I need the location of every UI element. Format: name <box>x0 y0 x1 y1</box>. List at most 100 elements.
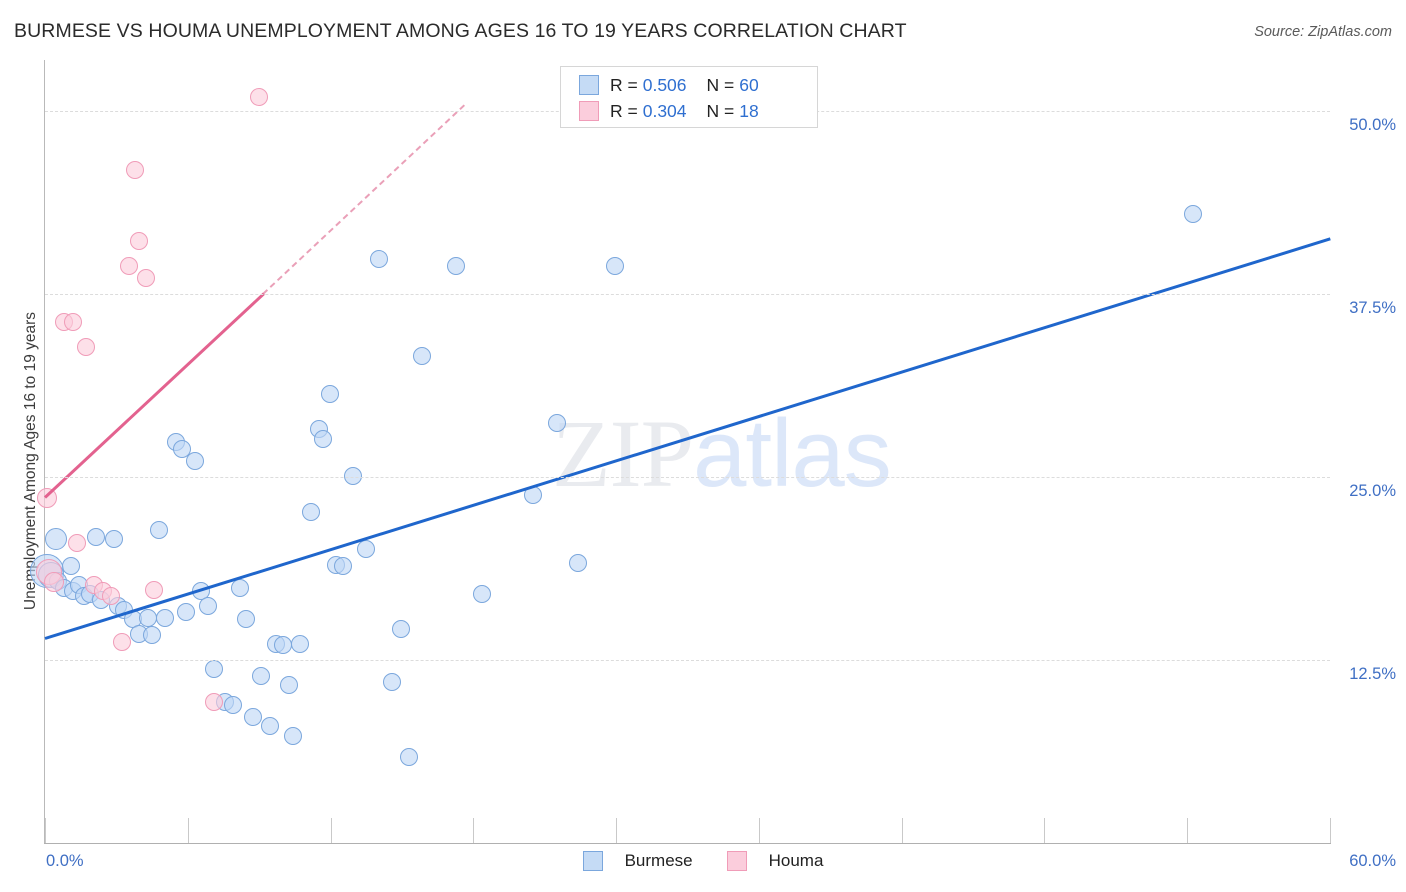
y-axis-line <box>44 60 45 843</box>
scatter-point-burmese[interactable] <box>149 520 168 539</box>
x-axis-tick-label-min: 0.0% <box>46 852 84 870</box>
scatter-point-burmese[interactable] <box>447 257 466 276</box>
scatter-point-burmese[interactable] <box>605 257 624 276</box>
scatter-point-burmese[interactable] <box>155 608 174 627</box>
legend-item-houma[interactable]: Houma <box>726 851 824 871</box>
legend-label-burmese: Burmese <box>624 851 693 870</box>
x-axis-tick <box>187 818 189 843</box>
scatter-point-burmese[interactable] <box>370 250 389 269</box>
x-axis-tick <box>45 818 46 843</box>
scatter-point-burmese[interactable] <box>230 579 249 598</box>
scatter-point-burmese[interactable] <box>284 727 303 746</box>
gridline-y <box>45 294 1330 296</box>
scatter-point-houma[interactable] <box>63 312 82 331</box>
scatter-point-burmese[interactable] <box>104 529 123 548</box>
series-legend: Burmese Houma <box>0 851 1406 871</box>
scatter-point-houma[interactable] <box>68 533 87 552</box>
scatter-point-burmese[interactable] <box>400 747 419 766</box>
scatter-point-burmese[interactable] <box>243 708 262 727</box>
scatter-point-houma[interactable] <box>205 693 224 712</box>
burmese-r-label: R = <box>610 74 638 95</box>
x-axis-tick-label-max: 60.0% <box>1349 852 1396 870</box>
houma-r-value: 0.304 <box>642 100 687 121</box>
page-title: BURMESE VS HOUMA UNEMPLOYMENT AMONG AGES… <box>14 20 907 42</box>
scatter-point-burmese[interactable] <box>173 440 192 459</box>
scatter-point-houma[interactable] <box>102 586 121 605</box>
scatter-point-houma[interactable] <box>43 572 64 593</box>
scatter-point-burmese[interactable] <box>237 610 256 629</box>
y-axis-tick-label: 12.5% <box>1349 665 1396 684</box>
y-axis-tick-label: 37.5% <box>1349 299 1396 318</box>
scatter-point-burmese[interactable] <box>314 430 333 449</box>
scatter-point-burmese[interactable] <box>524 485 543 504</box>
scatter-point-burmese[interactable] <box>472 585 491 604</box>
source-attribution: Source: ZipAtlas.com <box>1254 24 1392 40</box>
scatter-point-burmese[interactable] <box>344 466 363 485</box>
x-axis-line <box>44 843 1331 844</box>
watermark-atlas: atlas <box>693 400 892 507</box>
scatter-point-houma[interactable] <box>250 87 269 106</box>
houma-r-label: R = <box>610 100 638 121</box>
scatter-point-burmese[interactable] <box>301 503 320 522</box>
watermark: ZIPatlas <box>552 398 892 509</box>
scatter-point-houma[interactable] <box>130 232 149 251</box>
x-axis-tick <box>616 818 618 843</box>
swatch-houma-icon <box>579 101 599 121</box>
scatter-point-burmese[interactable] <box>280 675 299 694</box>
trendline-burmese <box>44 237 1331 640</box>
x-axis-tick <box>1330 818 1331 843</box>
scatter-point-burmese[interactable] <box>290 634 309 653</box>
trendline-extension-houma <box>262 104 466 295</box>
burmese-n-value: 60 <box>739 74 759 95</box>
scatter-point-burmese[interactable] <box>205 659 224 678</box>
scatter-point-burmese[interactable] <box>61 557 80 576</box>
scatter-point-houma[interactable] <box>37 487 58 508</box>
scatter-point-burmese[interactable] <box>382 673 401 691</box>
scatter-point-burmese[interactable] <box>547 413 566 432</box>
x-axis-tick <box>1187 818 1189 843</box>
scatter-point-burmese[interactable] <box>44 527 67 550</box>
legend-item-burmese[interactable]: Burmese <box>582 851 693 871</box>
scatter-point-burmese[interactable] <box>260 716 279 735</box>
scatter-point-burmese[interactable] <box>198 596 217 615</box>
legend-swatch-burmese-icon <box>582 851 603 871</box>
scatter-point-burmese[interactable] <box>252 667 271 686</box>
scatter-point-houma[interactable] <box>145 580 164 599</box>
scatter-point-burmese[interactable] <box>333 557 352 576</box>
scatter-point-burmese[interactable] <box>412 346 431 365</box>
plot-area: ZIPatlas <box>30 60 1331 843</box>
scatter-point-houma[interactable] <box>76 337 95 356</box>
gridline-y <box>45 660 1330 662</box>
y-axis-tick-label: 50.0% <box>1349 116 1396 135</box>
scatter-point-houma[interactable] <box>113 633 132 652</box>
x-axis-tick <box>330 818 332 843</box>
legend-swatch-houma-icon <box>726 851 747 871</box>
houma-n-label: N = <box>706 100 735 121</box>
correlation-stats-legend: R = 0.506 N = 60 R = 0.304 N = 18 <box>560 66 818 128</box>
x-axis-tick <box>1044 818 1046 843</box>
scatter-point-houma[interactable] <box>136 269 155 288</box>
houma-n-value: 18 <box>739 100 759 121</box>
scatter-point-burmese[interactable] <box>224 696 243 715</box>
burmese-n-label: N = <box>706 74 735 95</box>
scatter-point-burmese[interactable] <box>391 620 410 639</box>
scatter-point-burmese[interactable] <box>273 636 292 655</box>
x-axis-tick <box>473 818 475 843</box>
x-axis-tick <box>901 818 903 843</box>
swatch-burmese-icon <box>579 75 599 95</box>
x-axis-tick <box>758 818 760 843</box>
scatter-point-burmese[interactable] <box>357 539 376 558</box>
scatter-point-houma[interactable] <box>125 160 144 179</box>
scatter-point-burmese[interactable] <box>1183 204 1202 223</box>
scatter-point-burmese[interactable] <box>185 452 204 470</box>
burmese-r-value: 0.506 <box>642 74 687 95</box>
scatter-point-burmese[interactable] <box>138 608 157 627</box>
scatter-point-burmese[interactable] <box>143 626 162 645</box>
scatter-point-burmese[interactable] <box>320 384 339 403</box>
scatter-point-burmese[interactable] <box>87 528 106 547</box>
legend-label-houma: Houma <box>768 851 824 870</box>
scatter-point-houma[interactable] <box>119 257 138 276</box>
scatter-point-burmese[interactable] <box>177 602 196 621</box>
scatter-point-burmese[interactable] <box>569 554 588 573</box>
